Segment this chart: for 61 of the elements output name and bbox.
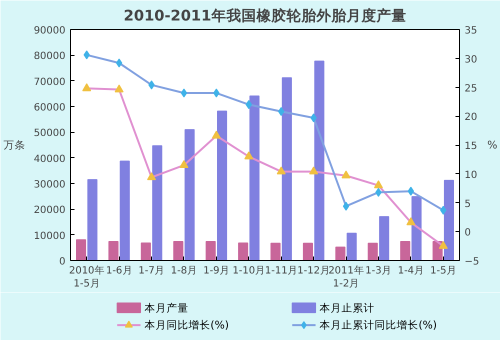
legend-label: 本月产量 (144, 301, 188, 314)
bar (368, 242, 378, 260)
y2-tick-label: 5 (464, 198, 471, 210)
bar (76, 239, 86, 260)
x-tick-label: 1-3月 (365, 266, 392, 276)
x-tick-label: 2010年1-5月 (68, 264, 104, 290)
x-tick-label: 1-8月 (170, 266, 198, 276)
y-tick-label: 30000 (34, 180, 66, 190)
bar (87, 179, 98, 260)
legend-label: 本月止累计 (319, 301, 374, 314)
y-tick-label: 70000 (34, 76, 66, 88)
y2-tick-label: 15 (464, 141, 478, 152)
bar (120, 160, 130, 260)
y2-axis-title: % (487, 138, 498, 152)
x-tick-label: 2011年1-2月 (328, 264, 364, 290)
x-tick-label: 1-10月 (232, 266, 266, 276)
y-tick-label: 40000 (34, 154, 66, 165)
y-tick-label: 90000 (34, 26, 66, 36)
bar (249, 95, 260, 260)
chart-title: 2010-2011年我国橡胶轮胎外胎月度产量 (124, 6, 406, 24)
y2-tick-label: 10 (464, 170, 478, 181)
bar (152, 145, 162, 260)
bar (444, 180, 454, 260)
bar (335, 246, 346, 260)
x-tick-label: 1-5月 (430, 266, 456, 276)
y-tick-label: 60000 (34, 102, 66, 114)
x-tick-label: 1-9月 (203, 266, 230, 276)
y-tick-label: 0 (59, 256, 66, 268)
y-tick-label: 10000 (34, 230, 66, 242)
bar (302, 242, 313, 260)
x-tick-label: 1-4月 (398, 266, 424, 276)
x-tick-label: 1-12月 (297, 266, 330, 276)
bar (400, 241, 410, 260)
y2-tick-label: −5 (464, 256, 480, 268)
x-tick-label: 1-11月 (264, 266, 298, 276)
legend-label: 本月止累计同比增长(%) (319, 318, 437, 332)
bar (108, 241, 118, 260)
y-tick-label: 80000 (34, 51, 66, 62)
x-tick-label: 1-6月 (106, 266, 132, 276)
y2-tick-label: 20 (464, 112, 478, 124)
y2-tick-label: 25 (464, 83, 478, 94)
bar (173, 241, 184, 260)
bar (238, 242, 248, 260)
y2-tick-label: 30 (464, 54, 478, 66)
bar (314, 60, 324, 260)
bar (282, 77, 292, 260)
bar (140, 242, 151, 260)
bar (346, 232, 357, 260)
bar (412, 196, 422, 260)
bar (379, 216, 390, 260)
bar (206, 241, 216, 260)
bar (184, 129, 195, 260)
y-axis-title: 万条 (4, 138, 26, 152)
legend-label: 本月同比增长(%) (144, 318, 229, 332)
y-tick-label: 50000 (34, 128, 66, 140)
y2-tick-label: 0 (464, 228, 471, 239)
bar (217, 110, 228, 260)
x-tick-label: 1-7月 (138, 266, 165, 276)
y2-tick-label: 35 (464, 26, 478, 36)
bar (270, 242, 281, 260)
y-tick-label: 20000 (34, 205, 66, 216)
